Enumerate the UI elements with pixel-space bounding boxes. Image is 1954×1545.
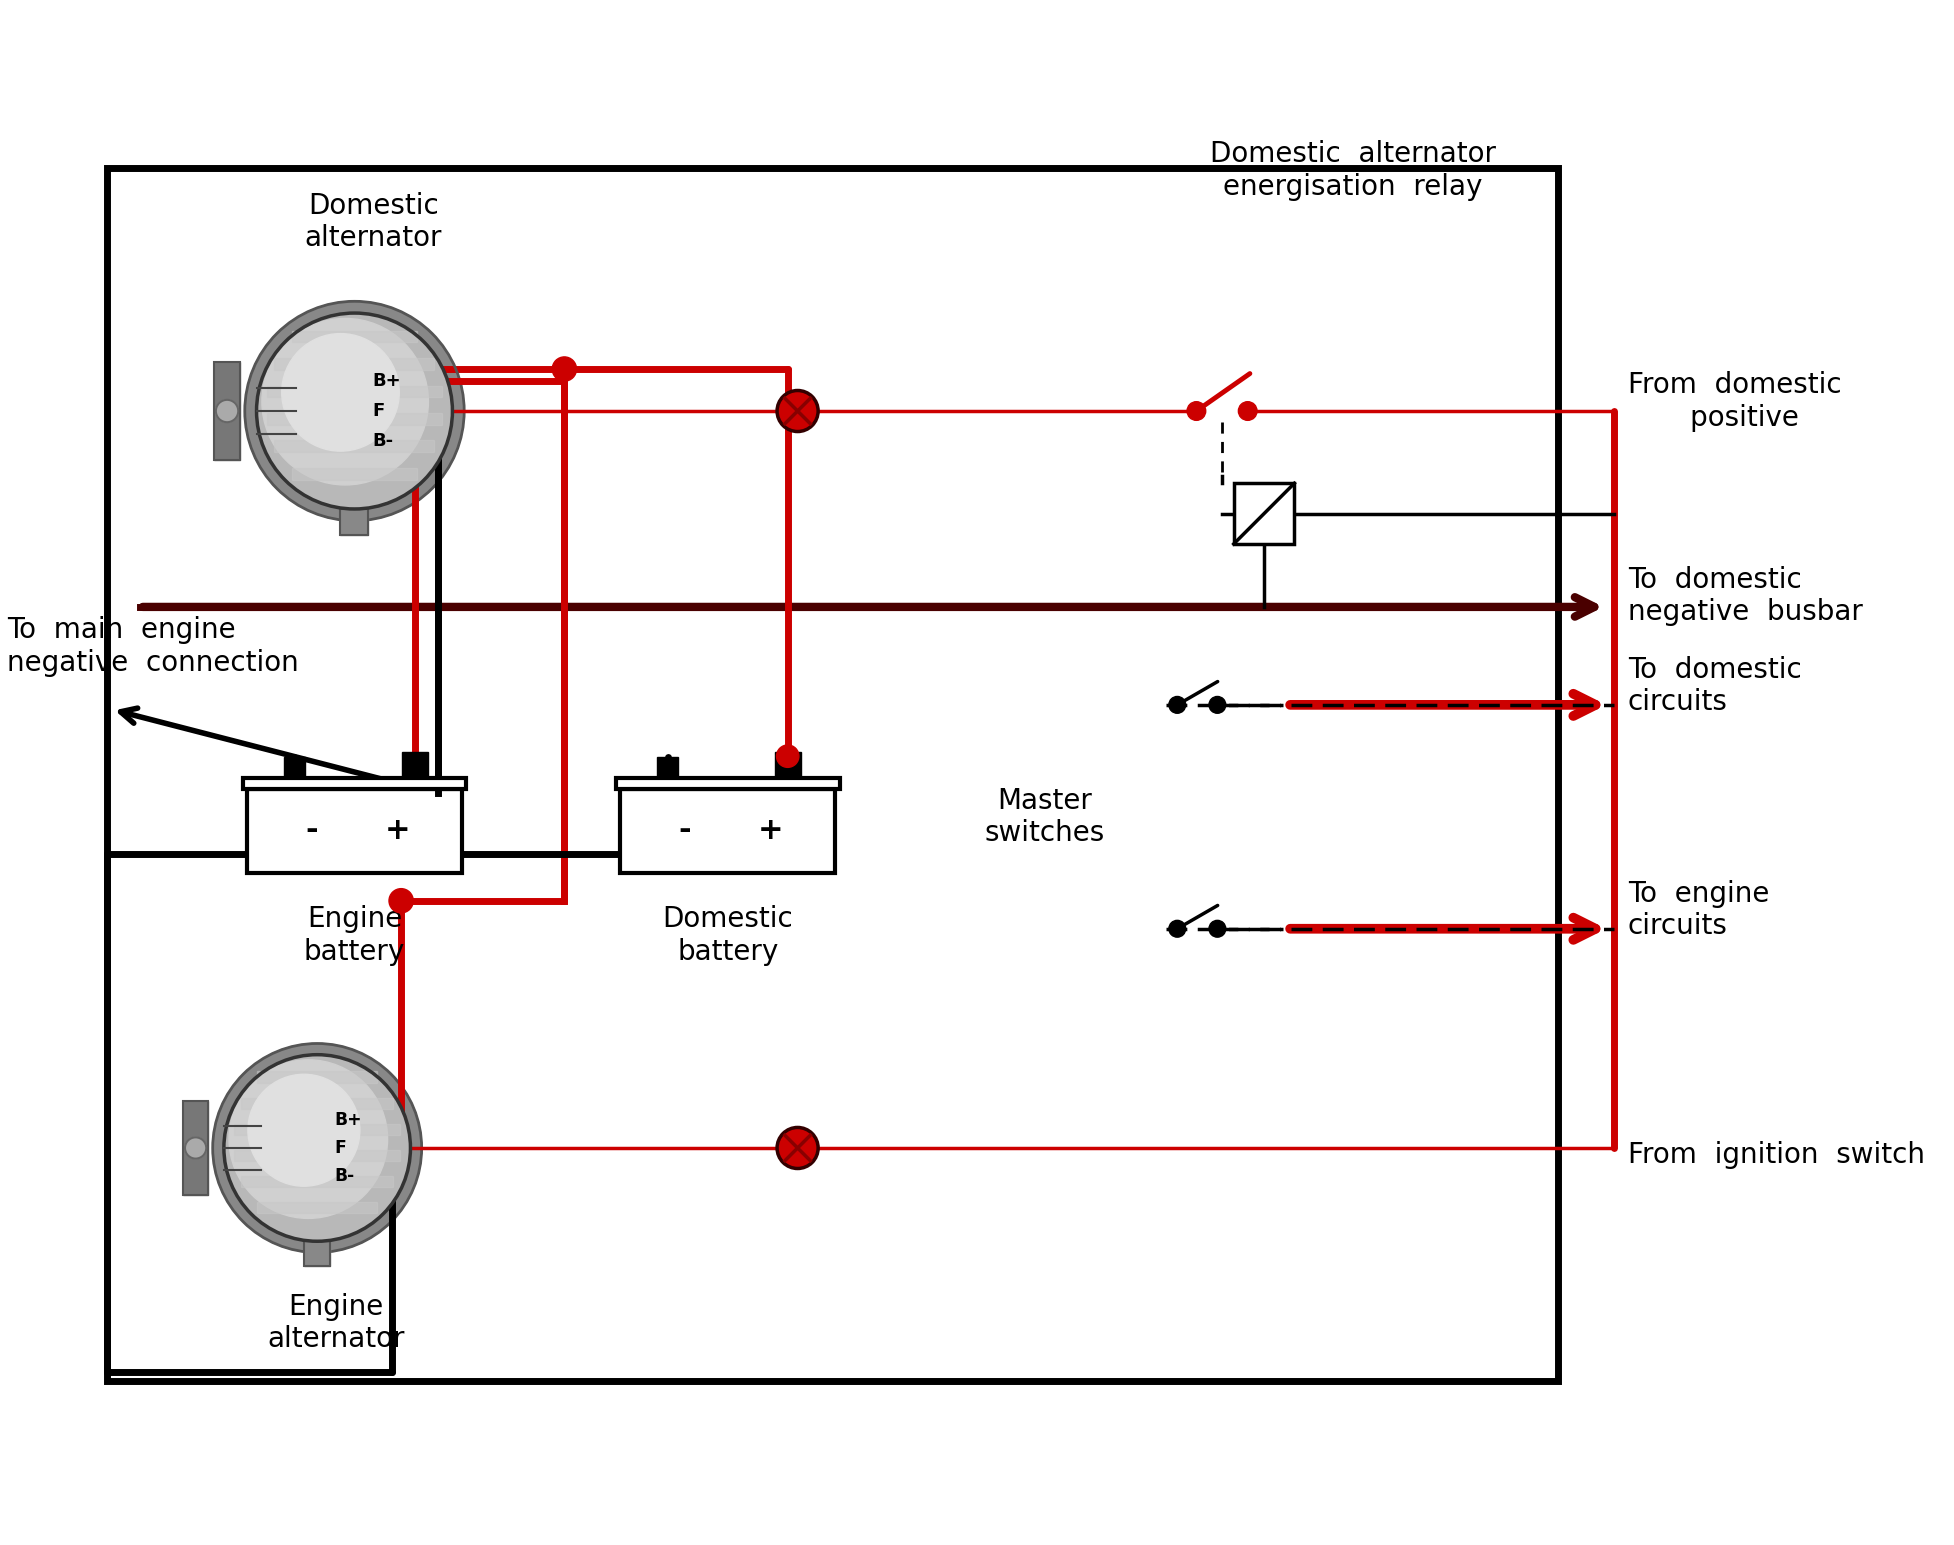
Text: Engine
alternator: Engine alternator	[268, 1293, 404, 1353]
Bar	[215, 362, 240, 460]
Circle shape	[1210, 697, 1225, 714]
Text: Master
switches: Master switches	[985, 786, 1104, 847]
Circle shape	[1210, 921, 1225, 938]
Text: F: F	[371, 402, 385, 420]
Bar	[291, 331, 418, 343]
Text: -: -	[305, 816, 319, 845]
Bar	[401, 751, 428, 777]
Circle shape	[281, 334, 399, 451]
Bar	[619, 789, 834, 873]
Circle shape	[244, 301, 465, 521]
Text: To  domestic
circuits: To domestic circuits	[1628, 657, 1802, 717]
Bar	[616, 777, 840, 789]
Bar	[234, 1123, 401, 1136]
Text: Engine
battery: Engine battery	[305, 905, 404, 966]
Circle shape	[190, 1143, 201, 1153]
Circle shape	[1188, 402, 1206, 420]
Text: B+: B+	[371, 372, 401, 391]
Circle shape	[213, 1043, 422, 1253]
Bar	[1233, 484, 1294, 544]
Bar	[258, 1072, 377, 1083]
Text: B-: B-	[371, 433, 393, 450]
Bar	[240, 1097, 393, 1109]
Text: F: F	[334, 1139, 346, 1157]
Text: -: -	[678, 816, 692, 845]
Circle shape	[248, 1074, 360, 1187]
Circle shape	[186, 1137, 207, 1159]
Text: B-: B-	[334, 1168, 354, 1185]
Circle shape	[389, 888, 412, 913]
Circle shape	[778, 391, 819, 431]
Circle shape	[553, 357, 576, 382]
Text: From  domestic
       positive: From domestic positive	[1628, 371, 1841, 433]
Bar	[184, 1102, 207, 1194]
Circle shape	[776, 745, 799, 768]
Bar	[305, 1241, 330, 1265]
Text: To  engine
circuits: To engine circuits	[1628, 881, 1768, 941]
Bar	[184, 1102, 207, 1194]
Bar	[274, 440, 434, 453]
Bar	[215, 362, 240, 460]
Bar	[283, 757, 305, 777]
Bar	[340, 508, 369, 535]
Bar	[291, 468, 418, 479]
Bar	[248, 789, 461, 873]
Text: Domestic
alternator: Domestic alternator	[305, 192, 442, 252]
Bar	[107, 168, 1557, 1381]
Bar	[774, 751, 801, 777]
Text: B+: B+	[334, 1111, 361, 1128]
Text: To  main  engine
negative  connection: To main engine negative connection	[8, 616, 299, 677]
Bar	[274, 358, 434, 369]
Bar	[340, 508, 369, 535]
Bar	[305, 1241, 330, 1265]
Bar	[258, 1202, 377, 1213]
Circle shape	[215, 400, 238, 422]
Circle shape	[229, 1060, 387, 1219]
Bar	[657, 757, 678, 777]
Text: Domestic  alternator
energisation  relay: Domestic alternator energisation relay	[1210, 141, 1495, 201]
Bar	[234, 1149, 401, 1160]
Bar	[268, 413, 442, 425]
Text: +: +	[385, 816, 410, 845]
Bar	[240, 1176, 393, 1187]
Circle shape	[262, 318, 428, 485]
Circle shape	[1168, 921, 1186, 938]
Text: Domestic
battery: Domestic battery	[662, 905, 793, 966]
Text: +: +	[758, 816, 784, 845]
Circle shape	[1168, 697, 1186, 714]
Bar	[242, 777, 467, 789]
Circle shape	[1239, 402, 1256, 420]
Text: From  ignition  switch: From ignition switch	[1628, 1142, 1925, 1170]
Circle shape	[778, 1128, 819, 1168]
Text: To  domestic
negative  busbar: To domestic negative busbar	[1628, 565, 1862, 626]
Circle shape	[225, 1055, 410, 1241]
Circle shape	[221, 405, 233, 417]
Bar	[268, 386, 442, 397]
Circle shape	[256, 314, 453, 508]
